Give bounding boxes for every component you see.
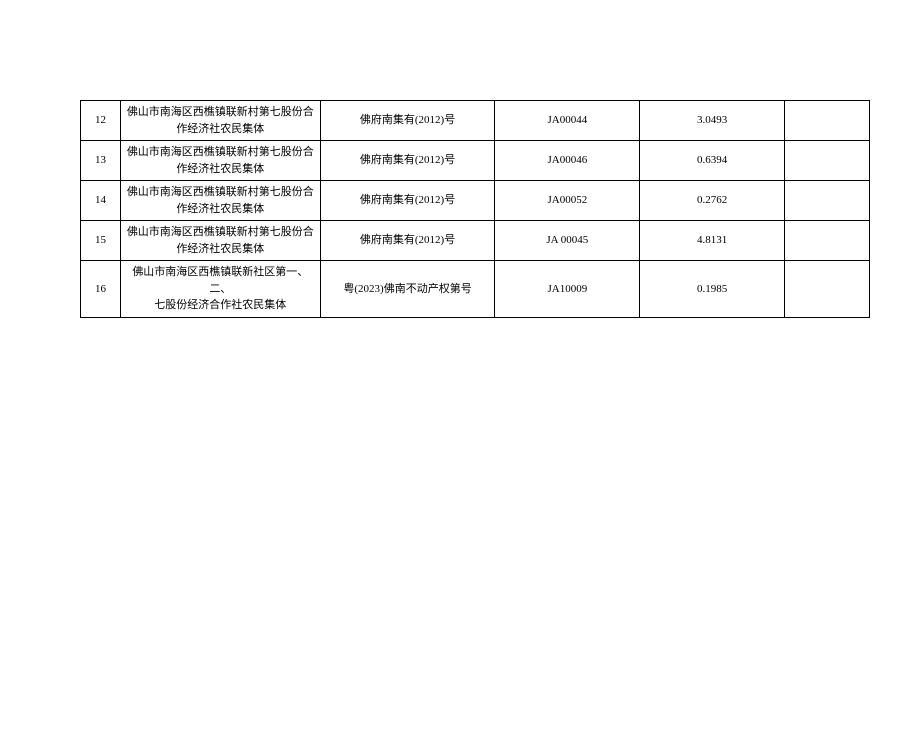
name-line2: 作经济社农民集体 xyxy=(176,243,264,255)
cell-cert: 佛府南集有(2012)号 xyxy=(320,221,495,261)
cell-cert: 粤(2023)佛南不动产权第号 xyxy=(320,261,495,318)
cell-cert: 佛府南集有(2012)号 xyxy=(320,101,495,141)
cell-index: 13 xyxy=(81,141,121,181)
cell-empty xyxy=(785,141,870,181)
cell-value: 4.8131 xyxy=(640,221,785,261)
cell-empty xyxy=(785,101,870,141)
cell-empty xyxy=(785,221,870,261)
name-line1: 佛山市南海区西樵镇联新村第七股份合 xyxy=(127,106,314,118)
name-line1: 佛山市南海区西樵镇联新村第七股份合 xyxy=(127,226,314,238)
table-row: 16 佛山市南海区西樵镇联新社区第一、二、 七股份经济合作社农民集体 粤(202… xyxy=(81,261,870,318)
name-line1: 佛山市南海区西樵镇联新社区第一、二、 xyxy=(132,266,308,295)
cell-name: 佛山市南海区西樵镇联新村第七股份合 作经济社农民集体 xyxy=(120,101,320,141)
cell-index: 12 xyxy=(81,101,121,141)
cell-value: 0.2762 xyxy=(640,181,785,221)
cell-name: 佛山市南海区西樵镇联新村第七股份合 作经济社农民集体 xyxy=(120,221,320,261)
cell-code: JA 00045 xyxy=(495,221,640,261)
cell-name: 佛山市南海区西樵镇联新村第七股份合 作经济社农民集体 xyxy=(120,141,320,181)
name-line2: 七股份经济合作社农民集体 xyxy=(154,299,286,311)
data-table: 12 佛山市南海区西樵镇联新村第七股份合 作经济社农民集体 佛府南集有(2012… xyxy=(80,100,870,318)
name-line2: 作经济社农民集体 xyxy=(176,163,264,175)
cell-code: JA00044 xyxy=(495,101,640,141)
table-row: 12 佛山市南海区西樵镇联新村第七股份合 作经济社农民集体 佛府南集有(2012… xyxy=(81,101,870,141)
table-row: 14 佛山市南海区西樵镇联新村第七股份合 作经济社农民集体 佛府南集有(2012… xyxy=(81,181,870,221)
cell-empty xyxy=(785,261,870,318)
cell-empty xyxy=(785,181,870,221)
cell-value: 3.0493 xyxy=(640,101,785,141)
cell-name: 佛山市南海区西樵镇联新村第七股份合 作经济社农民集体 xyxy=(120,181,320,221)
cell-index: 15 xyxy=(81,221,121,261)
table-row: 15 佛山市南海区西樵镇联新村第七股份合 作经济社农民集体 佛府南集有(2012… xyxy=(81,221,870,261)
cell-index: 14 xyxy=(81,181,121,221)
name-line1: 佛山市南海区西樵镇联新村第七股份合 xyxy=(127,146,314,158)
name-line2: 作经济社农民集体 xyxy=(176,123,264,135)
name-line1: 佛山市南海区西樵镇联新村第七股份合 xyxy=(127,186,314,198)
cell-cert: 佛府南集有(2012)号 xyxy=(320,181,495,221)
cell-value: 0.6394 xyxy=(640,141,785,181)
name-line2: 作经济社农民集体 xyxy=(176,203,264,215)
cell-code: JA00052 xyxy=(495,181,640,221)
table-row: 13 佛山市南海区西樵镇联新村第七股份合 作经济社农民集体 佛府南集有(2012… xyxy=(81,141,870,181)
cell-cert: 佛府南集有(2012)号 xyxy=(320,141,495,181)
cell-value: 0.1985 xyxy=(640,261,785,318)
table-container: 12 佛山市南海区西樵镇联新村第七股份合 作经济社农民集体 佛府南集有(2012… xyxy=(80,100,870,318)
cell-code: JA00046 xyxy=(495,141,640,181)
cell-code: JA10009 xyxy=(495,261,640,318)
cell-index: 16 xyxy=(81,261,121,318)
cell-name: 佛山市南海区西樵镇联新社区第一、二、 七股份经济合作社农民集体 xyxy=(120,261,320,318)
